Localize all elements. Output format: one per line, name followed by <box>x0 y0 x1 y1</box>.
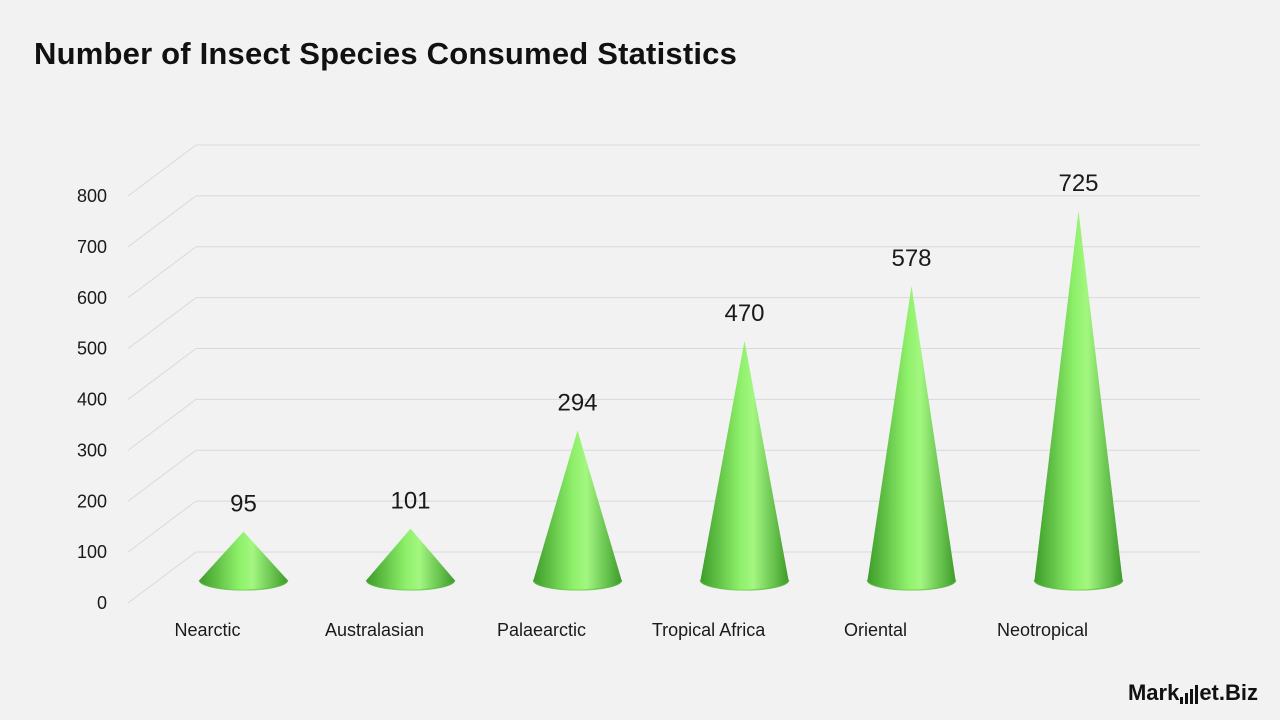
category-label: Tropical Africa <box>652 620 766 640</box>
marketbiz-logo: Mark et.Biz <box>1128 680 1258 706</box>
gridline <box>127 348 1200 400</box>
data-label: 578 <box>891 245 931 272</box>
category-label: Nearctic <box>175 620 241 640</box>
cone-bar <box>866 285 957 591</box>
category-label: Neotropical <box>997 620 1088 640</box>
y-tick-label: 600 <box>77 288 107 308</box>
gridlines <box>127 144 1200 604</box>
category-label: Oriental <box>844 620 907 640</box>
logo-text-part1: Mark <box>1127 680 1180 705</box>
logo-bars-icon <box>1180 684 1199 704</box>
data-label: 95 <box>230 491 257 518</box>
y-tick-label: 400 <box>77 390 107 410</box>
cone-bar <box>699 340 790 591</box>
gridline <box>127 246 1200 299</box>
cone-bar <box>198 531 289 591</box>
data-label: 101 <box>390 488 430 515</box>
y-tick-label: 300 <box>77 440 107 460</box>
y-tick-label: 200 <box>77 491 107 511</box>
gridline <box>127 449 1200 502</box>
data-label: 725 <box>1058 170 1098 197</box>
data-label: 470 <box>724 300 764 327</box>
y-tick-label: 100 <box>77 542 107 562</box>
y-tick-label: 0 <box>97 593 107 613</box>
data-label: 294 <box>557 389 597 416</box>
cone-bar <box>1033 211 1124 591</box>
gridline <box>127 500 1200 553</box>
category-label: Palaearctic <box>497 620 586 640</box>
gridline <box>127 195 1200 248</box>
y-tick-label: 500 <box>77 339 107 359</box>
category-label: Australasian <box>325 620 424 640</box>
cone-bar <box>365 528 456 591</box>
gridline <box>127 551 1200 604</box>
cones <box>198 211 1124 591</box>
category-labels: Nearctic Australasian Palaearctic Tropical … <box>175 620 1089 640</box>
y-tick-label: 700 <box>77 237 107 257</box>
data-labels: 95 101 294 470 578 725 <box>230 170 1098 518</box>
gridline <box>127 297 1200 350</box>
y-tick-label: 800 <box>77 186 107 206</box>
y-axis-ticks: 0 100 200 300 400 500 600 700 800 <box>77 186 107 613</box>
chart-title: Number of Insect Species Consumed Statis… <box>34 36 738 71</box>
logo-text-part2: et.Biz <box>1199 680 1258 705</box>
gridline <box>127 144 1200 197</box>
cone-bar <box>532 430 623 591</box>
gridline <box>127 398 1200 451</box>
